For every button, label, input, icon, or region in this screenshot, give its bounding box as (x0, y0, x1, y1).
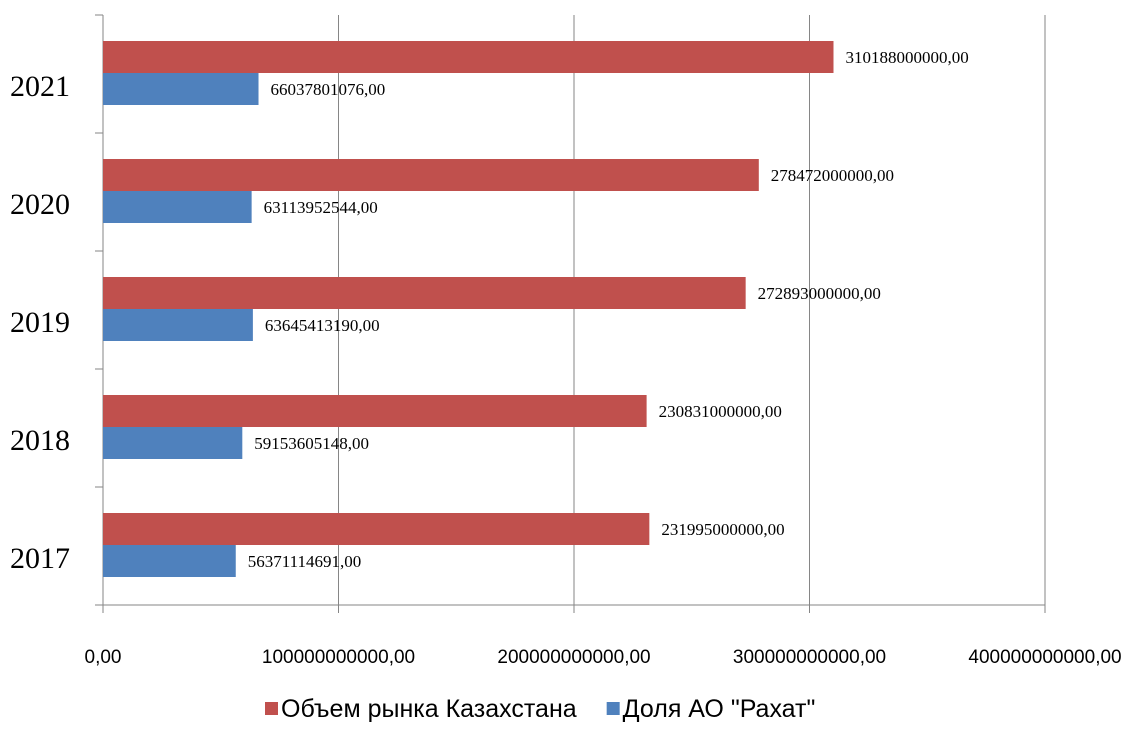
rakhat-share-bar (103, 427, 243, 459)
data-label: 63645413190,00 (265, 316, 380, 335)
bars (103, 41, 834, 577)
data-label: 56371114691,00 (248, 552, 361, 571)
market-volume-bar (103, 395, 647, 427)
labels: 0,00 100000000000,00 200000000000,00 300000… (10, 48, 1122, 668)
x-tick-label: 200000000000,00 (497, 647, 650, 668)
rakhat-share-bar (103, 73, 259, 105)
market-volume-bar (103, 159, 759, 191)
x-tick-label: 300000000000,00 (733, 647, 886, 668)
rakhat-share-bar (103, 545, 236, 577)
gridlines (338, 15, 1046, 605)
data-label: 231995000000,00 (661, 520, 784, 539)
legend: Объем рынка Казахстана Доля АО "Рахат" (265, 695, 815, 723)
data-label: 272893000000,00 (758, 284, 881, 303)
data-label: 278472000000,00 (771, 166, 894, 185)
category-label: 2018 (10, 424, 70, 457)
category-label: 2019 (10, 306, 70, 339)
x-tick-label: 400000000000,00 (968, 647, 1121, 668)
data-label: 59153605148,00 (254, 434, 369, 453)
category-label: 2021 (10, 70, 70, 103)
market-volume-bar (103, 41, 834, 73)
x-tick-label: 100000000000,00 (262, 647, 415, 668)
market-volume-bar (103, 277, 746, 309)
legend-label: Объем рынка Казахстана (281, 695, 577, 723)
category-label: 2017 (10, 542, 70, 575)
market-volume-bar (103, 513, 650, 545)
data-label: 310188000000,00 (845, 48, 968, 67)
data-label: 66037801076,00 (271, 80, 386, 99)
legend-swatch (606, 702, 620, 715)
data-label: 230831000000,00 (659, 402, 782, 421)
rakhat-share-bar (103, 309, 253, 341)
x-tick-label: 0,00 (85, 647, 122, 668)
rakhat-share-bar (103, 191, 252, 223)
legend-swatch (265, 702, 278, 715)
data-label: 63113952544,00 (264, 198, 378, 217)
category-label: 2020 (10, 188, 70, 221)
legend-label: Доля АО "Рахат" (623, 695, 816, 723)
